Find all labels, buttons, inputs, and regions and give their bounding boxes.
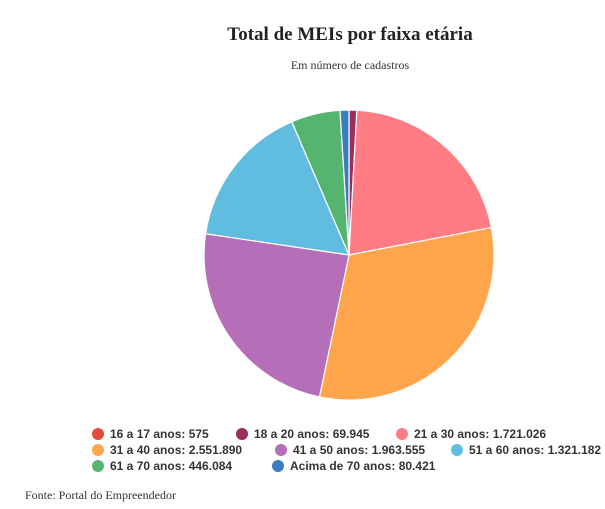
legend-marker-51-60 [451,444,463,456]
legend-item-18-20[interactable]: 18 a 20 anos: 69.945 [236,427,396,441]
legend-label-31-40: 31 a 40 anos: 2.551.890 [110,443,243,457]
pie-slice-21-a-30-anos[interactable] [348,109,493,256]
legend-item-51-60[interactable]: 51 a 60 anos: 1.321.182 [451,443,601,457]
chart-legend: 16 a 17 anos: 575 18 a 20 anos: 69.945 2… [92,426,605,474]
legend-marker-61-70 [92,460,104,472]
legend-label-41-50: 41 a 50 anos: 1.963.555 [293,443,426,457]
legend-item-16-17[interactable]: 16 a 17 anos: 575 [92,427,236,441]
pie-slice-51-a-60-anos[interactable] [204,120,350,256]
legend-label-18-20: 18 a 20 anos: 69.945 [254,427,370,441]
legend-marker-70-plus [272,460,284,472]
pie-slice-acima-de-70-anos[interactable] [339,109,350,256]
legend-label-21-30: 21 a 30 anos: 1.721.026 [414,427,547,441]
legend-label-61-70: 61 a 70 anos: 446.084 [110,459,233,473]
legend-row-3: 61 a 70 anos: 446.084 Acima de 70 anos: … [92,458,605,474]
legend-marker-18-20 [236,428,248,440]
legend-marker-41-50 [275,444,287,456]
legend-marker-31-40 [92,444,104,456]
chart-subtitle: Em número de cadastros [290,58,410,72]
legend-label-51-60: 51 a 60 anos: 1.321.182 [469,443,602,457]
chart-title: Total de MEIs por faixa etária [227,24,473,45]
legend-item-41-50[interactable]: 41 a 50 anos: 1.963.555 [275,443,451,457]
legend-item-61-70[interactable]: 61 a 70 anos: 446.084 [92,459,272,473]
legend-label-16-17: 16 a 17 anos: 575 [110,427,209,441]
pie-chart [203,109,495,401]
legend-marker-16-17 [92,428,104,440]
legend-item-31-40[interactable]: 31 a 40 anos: 2.551.890 [92,443,275,457]
pie-slice-41-a-50-anos[interactable] [203,233,350,398]
legend-item-70-plus[interactable]: Acima de 70 anos: 80.421 [272,459,435,473]
chart-source: Fonte: Portal do Empreendedor [25,488,176,502]
legend-item-21-30[interactable]: 21 a 30 anos: 1.721.026 [396,427,546,441]
legend-row-2: 31 a 40 anos: 2.551.890 41 a 50 anos: 1.… [92,442,605,458]
legend-marker-21-30 [396,428,408,440]
pie-slices [203,109,495,401]
pie-slice-31-a-40-anos[interactable] [318,226,495,401]
legend-row-1: 16 a 17 anos: 575 18 a 20 anos: 69.945 2… [92,426,605,442]
legend-label-70-plus: Acima de 70 anos: 80.421 [290,459,436,473]
